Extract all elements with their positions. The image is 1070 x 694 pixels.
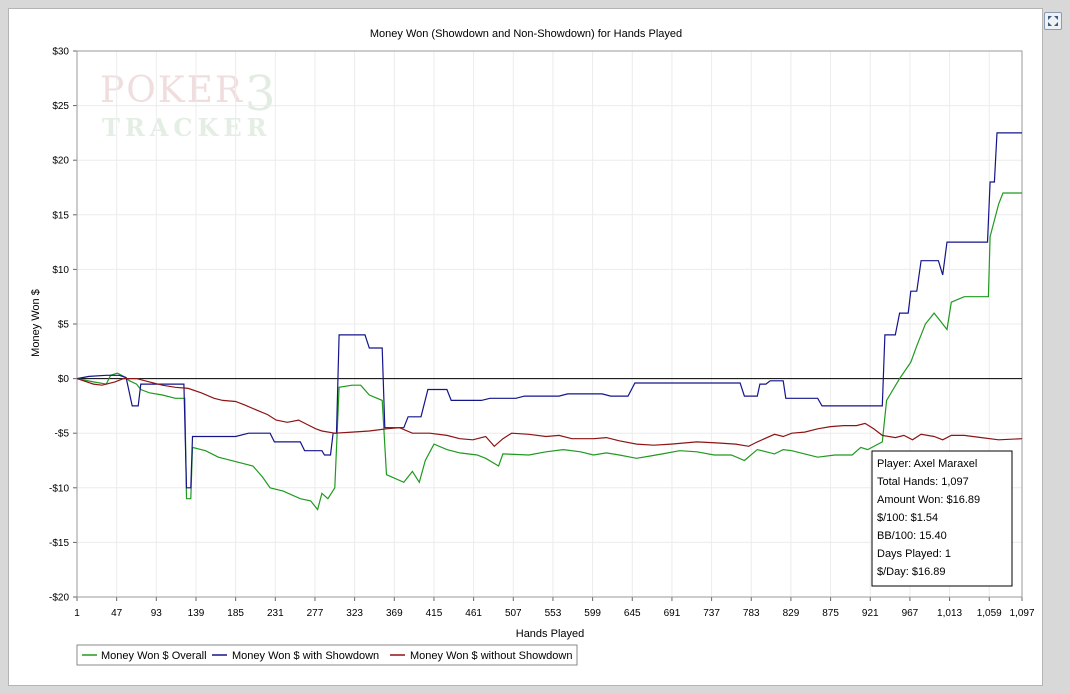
info-amount-won: Amount Won: $16.89 bbox=[877, 494, 980, 506]
poker-tracker-watermark: POKER 3 TRACKER bbox=[100, 66, 278, 142]
x-tick-label: 1,059 bbox=[977, 608, 1002, 619]
info-box-frame bbox=[871, 450, 1013, 587]
y-tick-label: $10 bbox=[52, 265, 69, 276]
watermark-line1: POKER bbox=[100, 70, 244, 111]
info-bb-per-100: BB/100: 15.40 bbox=[877, 530, 947, 542]
y-tick-label: $15 bbox=[52, 210, 69, 221]
series-lines bbox=[76, 132, 1023, 511]
player-info-box: Player: Axel Maraxel Total Hands: 1,097 … bbox=[871, 450, 1013, 587]
y-tick-label: -$15 bbox=[49, 538, 69, 549]
x-tick-label: 93 bbox=[151, 608, 163, 619]
x-tick-label: 1,013 bbox=[937, 608, 962, 619]
plot-frame bbox=[76, 50, 1023, 598]
watermark-line2: TRACKER bbox=[102, 113, 272, 142]
x-tick-label: 47 bbox=[111, 608, 123, 619]
x-tick-label: 507 bbox=[505, 608, 522, 619]
y-tick-label: -$10 bbox=[49, 483, 69, 494]
x-tick-label: 461 bbox=[465, 608, 482, 619]
y-axis-ticks: -$20 -$15 -$10 -$5 $0 $5 $10 $15 $20 $25 $30 bbox=[49, 47, 77, 604]
legend-label-non-showdown: Money Won $ without Showdown bbox=[410, 650, 572, 662]
series-line-non-showdown bbox=[76, 378, 1023, 448]
x-axis-ticks: 1 47 93 139 185 231 277 323 369 415 461 507 553 599 64… bbox=[74, 597, 1035, 619]
x-tick-label: 277 bbox=[307, 608, 324, 619]
x-tick-label: 323 bbox=[346, 608, 363, 619]
y-tick-label: -$20 bbox=[49, 593, 69, 604]
x-tick-label: 967 bbox=[902, 608, 919, 619]
y-tick-label: $25 bbox=[52, 101, 69, 112]
info-player: Player: Axel Maraxel bbox=[877, 458, 977, 470]
expand-button[interactable] bbox=[1044, 12, 1062, 30]
y-tick-label: $30 bbox=[52, 47, 69, 58]
chart-title: Money Won (Showdown and Non-Showdown) fo… bbox=[370, 28, 682, 40]
x-tick-label: 691 bbox=[664, 608, 681, 619]
x-tick-label: 645 bbox=[624, 608, 641, 619]
watermark-mark: 3 bbox=[245, 66, 278, 122]
x-tick-label: 185 bbox=[227, 608, 244, 619]
x-tick-label: 1,097 bbox=[1009, 608, 1034, 619]
x-tick-label: 1 bbox=[74, 608, 80, 619]
x-tick-label: 829 bbox=[783, 608, 800, 619]
y-tick-label: -$5 bbox=[55, 429, 70, 440]
legend-label-showdown: Money Won $ with Showdown bbox=[232, 650, 379, 662]
y-tick-label: $20 bbox=[52, 156, 69, 167]
legend-label-overall: Money Won $ Overall bbox=[101, 650, 207, 662]
x-tick-label: 231 bbox=[267, 608, 284, 619]
x-tick-label: 875 bbox=[822, 608, 839, 619]
expand-icon bbox=[1048, 16, 1058, 26]
x-tick-label: 139 bbox=[188, 608, 205, 619]
x-tick-label: 599 bbox=[584, 608, 601, 619]
series-line-showdown bbox=[76, 132, 1022, 489]
x-tick-label: 921 bbox=[862, 608, 879, 619]
y-tick-label: $5 bbox=[58, 320, 70, 331]
x-tick-label: 737 bbox=[703, 608, 720, 619]
x-tick-label: 783 bbox=[743, 608, 760, 619]
info-total-hands: Total Hands: 1,097 bbox=[877, 476, 969, 488]
y-tick-label: $0 bbox=[58, 374, 70, 385]
info-per-day: $/Day: $16.89 bbox=[877, 566, 946, 578]
legend-frame bbox=[76, 644, 578, 666]
y-axis-label: Money Won $ bbox=[30, 289, 42, 357]
x-axis-label: Hands Played bbox=[516, 628, 585, 640]
x-tick-label: 369 bbox=[386, 608, 403, 619]
legend: Money Won $ Overall Money Won $ with Sho… bbox=[76, 644, 578, 666]
x-tick-label: 415 bbox=[426, 608, 443, 619]
info-days-played: Days Played: 1 bbox=[877, 548, 951, 560]
info-per-100: $/100: $1.54 bbox=[877, 512, 938, 524]
x-tick-label: 553 bbox=[545, 608, 562, 619]
